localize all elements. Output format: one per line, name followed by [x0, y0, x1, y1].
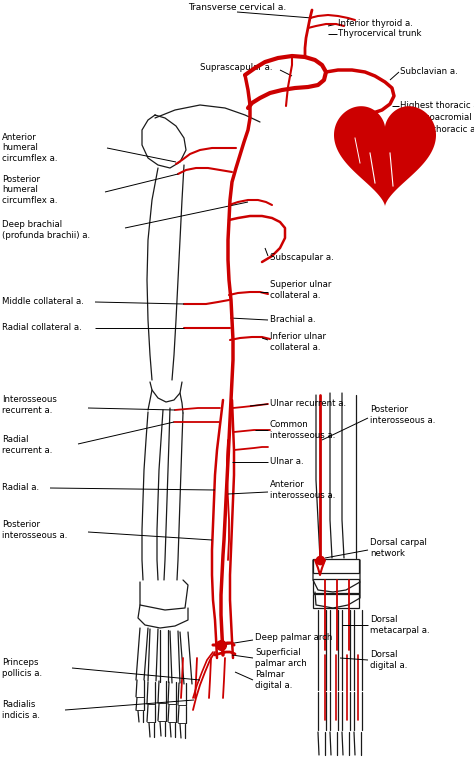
Text: Anterior
interosseous a.: Anterior interosseous a. — [270, 480, 336, 500]
Text: Common
interosseous a.: Common interosseous a. — [270, 420, 336, 439]
Text: Highest thoracic a.: Highest thoracic a. — [400, 101, 474, 111]
Text: Radial a.: Radial a. — [2, 484, 39, 492]
Text: Radialis
indicis a.: Radialis indicis a. — [2, 700, 40, 720]
Text: Superficial
palmar arch: Superficial palmar arch — [255, 649, 307, 668]
Text: Interosseous
recurrent a.: Interosseous recurrent a. — [2, 395, 57, 415]
Text: Brachial a.: Brachial a. — [270, 315, 316, 324]
Text: Subscapular a.: Subscapular a. — [270, 253, 334, 262]
Text: Thyrocervical trunk: Thyrocervical trunk — [338, 30, 421, 38]
Text: Deep brachial
(profunda brachii) a.: Deep brachial (profunda brachii) a. — [2, 221, 90, 240]
Text: Palmar
digital a.: Palmar digital a. — [255, 671, 292, 690]
Text: Lateral thoracic a.: Lateral thoracic a. — [400, 125, 474, 134]
Text: Transverse cervical a.: Transverse cervical a. — [188, 4, 286, 12]
Text: Radial
recurrent a.: Radial recurrent a. — [2, 436, 52, 455]
Text: Posterior
interosseous a.: Posterior interosseous a. — [2, 520, 67, 539]
Text: Middle collateral a.: Middle collateral a. — [2, 298, 84, 307]
Text: Radial collateral a.: Radial collateral a. — [2, 324, 82, 333]
Text: Dorsal
digital a.: Dorsal digital a. — [370, 650, 407, 670]
Text: Deep palmar arch: Deep palmar arch — [255, 633, 332, 642]
Text: Anterior
humeral
circumflex a.: Anterior humeral circumflex a. — [2, 133, 57, 163]
Text: Thoracoacromial trunk: Thoracoacromial trunk — [400, 114, 474, 123]
Text: Inferior ulnar
collateral a.: Inferior ulnar collateral a. — [270, 333, 326, 352]
Text: Suprascapular a.: Suprascapular a. — [200, 63, 273, 72]
Text: Ulnar a.: Ulnar a. — [270, 458, 304, 466]
Text: Superior ulnar
collateral a.: Superior ulnar collateral a. — [270, 280, 331, 300]
Text: Dorsal carpal
network: Dorsal carpal network — [370, 539, 427, 558]
Text: Dorsal
metacarpal a.: Dorsal metacarpal a. — [370, 615, 429, 635]
Text: Ulnar recurrent a.: Ulnar recurrent a. — [270, 400, 346, 408]
Text: Subclavian a.: Subclavian a. — [400, 67, 458, 76]
Text: Posterior
humeral
circumflex a.: Posterior humeral circumflex a. — [2, 175, 57, 205]
Text: Princeps
pollicis a.: Princeps pollicis a. — [2, 658, 42, 678]
Polygon shape — [334, 106, 436, 206]
Text: Posterior
interosseous a.: Posterior interosseous a. — [370, 405, 436, 425]
Text: Inferior thyroid a.: Inferior thyroid a. — [338, 20, 413, 28]
